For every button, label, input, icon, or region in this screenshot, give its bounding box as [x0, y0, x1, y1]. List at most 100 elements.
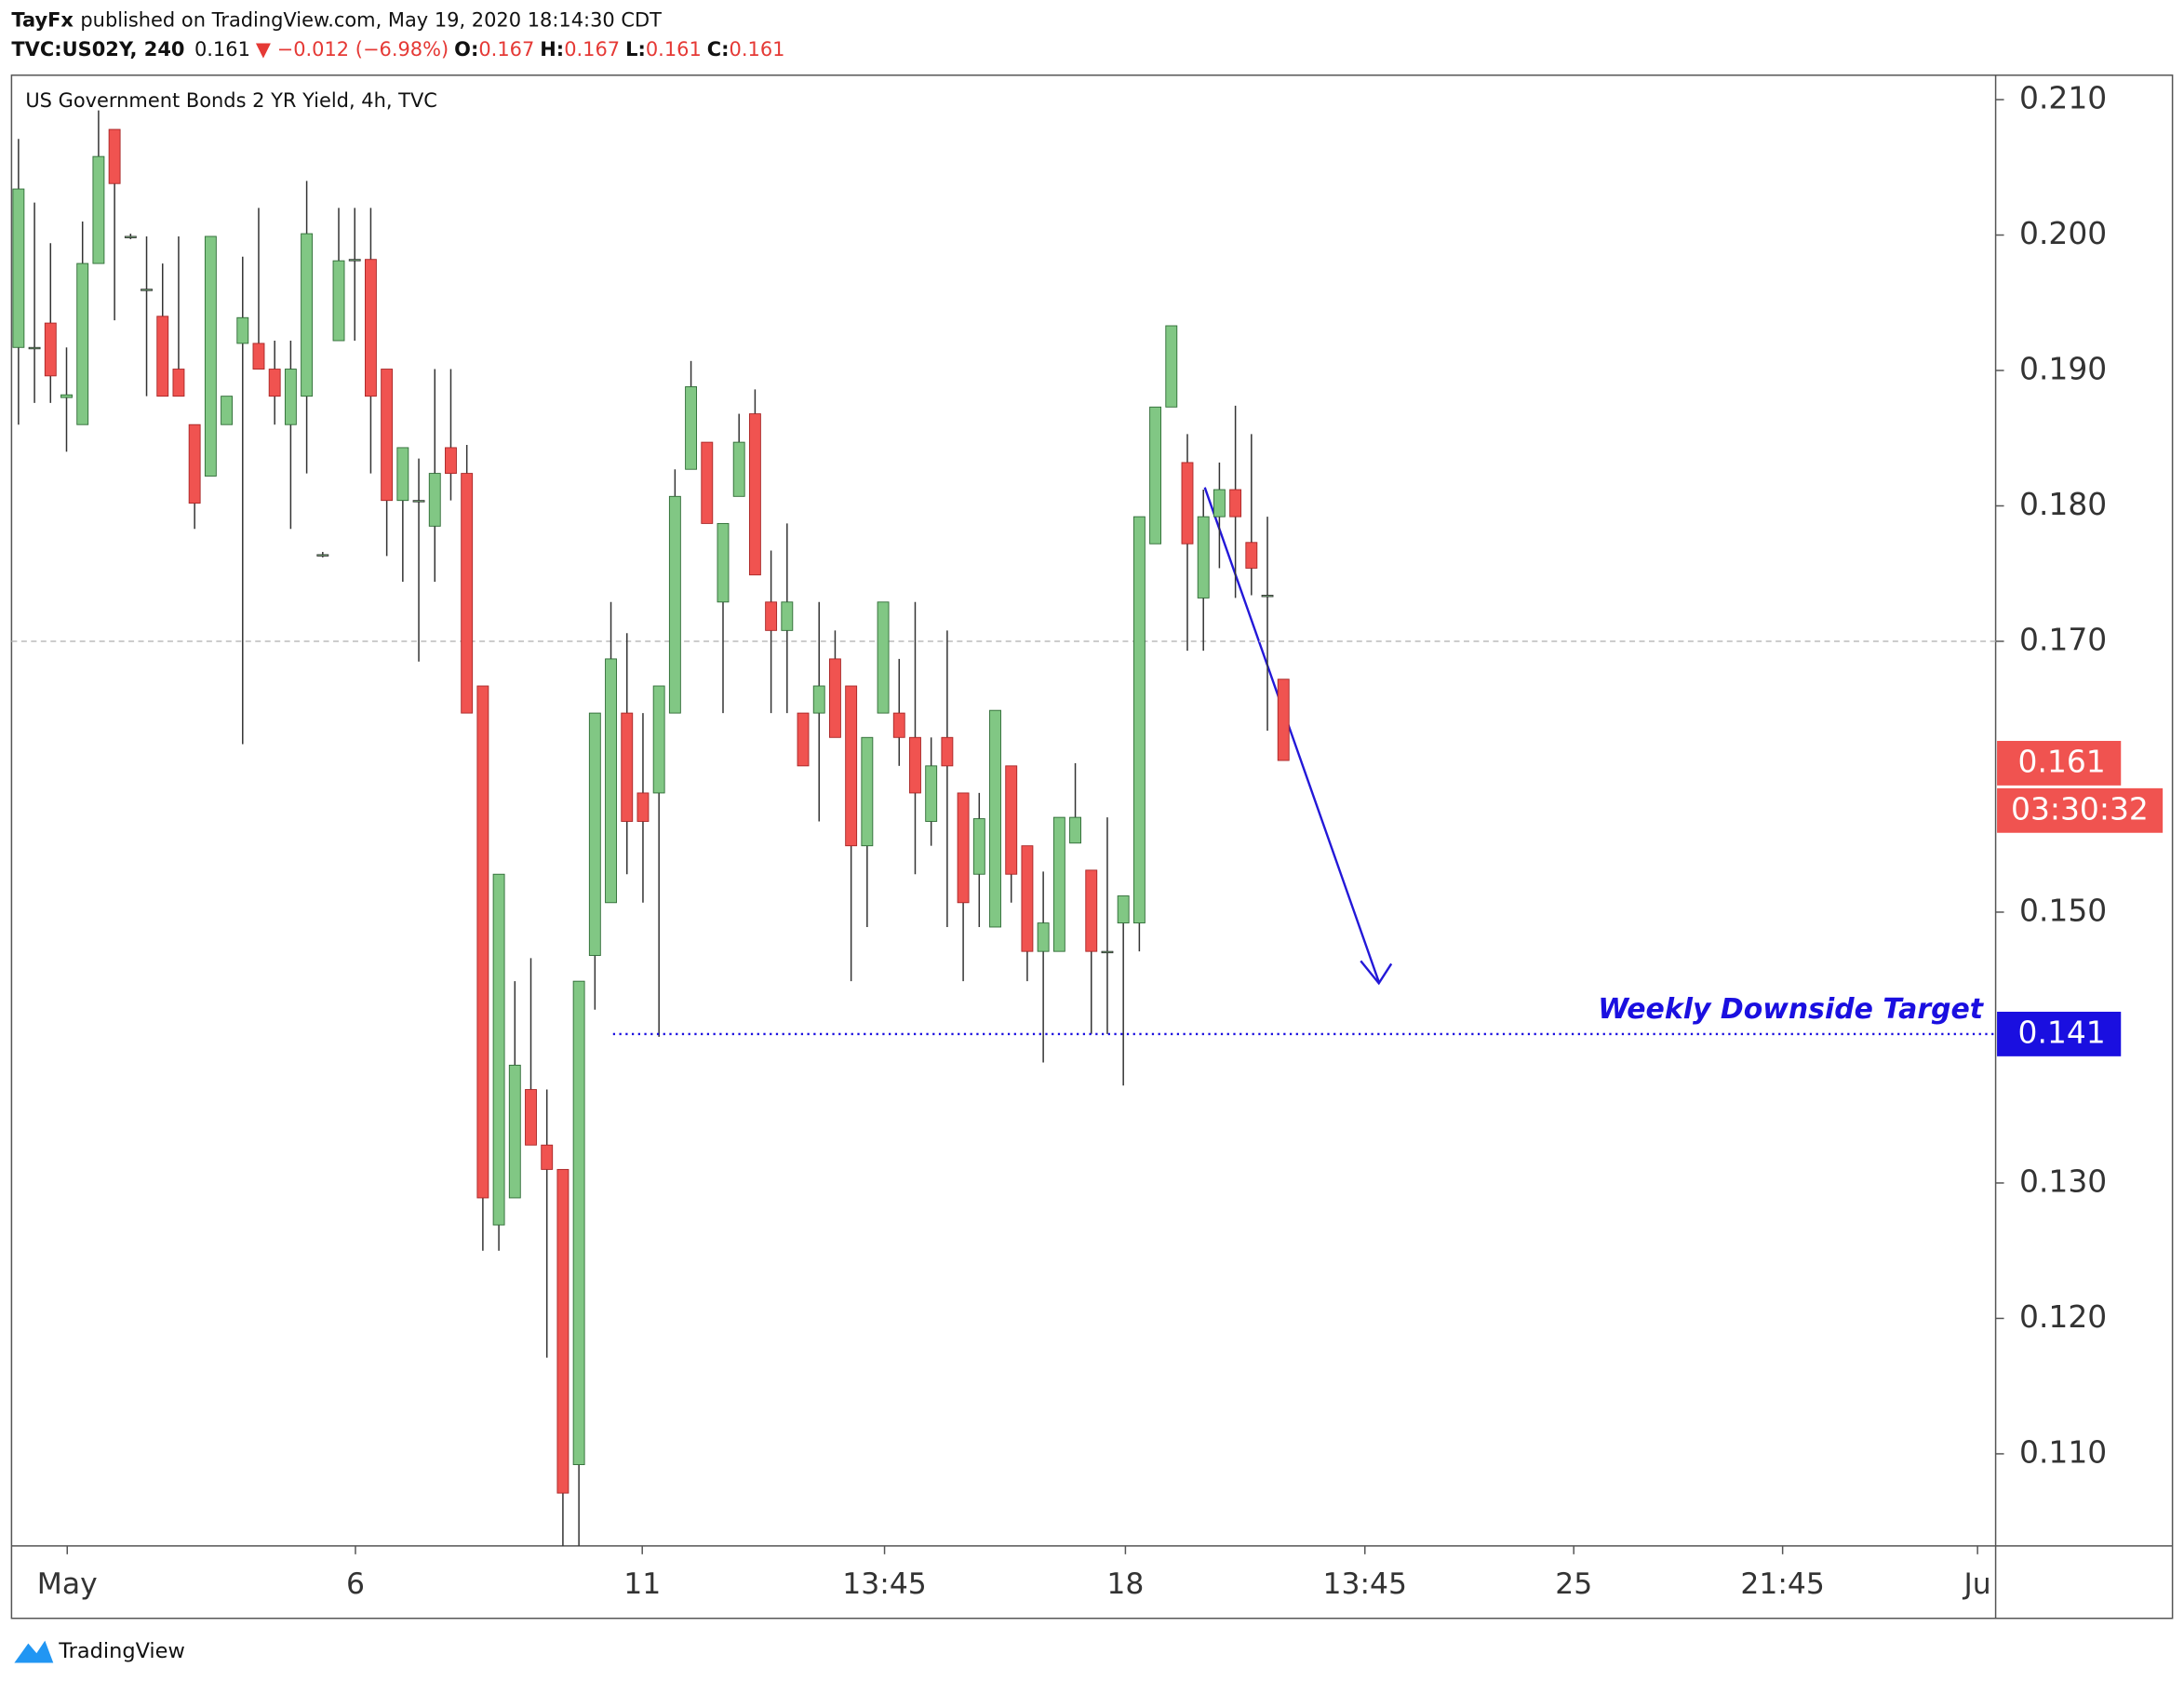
ohlc-key: H: [540, 38, 564, 61]
candle-body [1213, 489, 1226, 518]
candle-body [108, 128, 121, 184]
countdown-label: 03:30:32 [2011, 790, 2149, 827]
candle-body [1245, 542, 1258, 569]
candle-body [525, 1089, 537, 1146]
candle-body [717, 522, 730, 603]
y-tick-label: 0.120 [2019, 1298, 2107, 1335]
candle-body [701, 441, 714, 524]
candle-body [508, 1064, 521, 1199]
candle-body [1052, 816, 1065, 952]
candle-body [748, 413, 761, 576]
candle-body [636, 792, 650, 822]
logo [14, 1640, 54, 1663]
arrow [1203, 487, 1380, 983]
candle-body [621, 712, 634, 822]
candle-body [1149, 406, 1162, 545]
chart-title: US Government Bonds 2 YR Yield, 4h, TVC [25, 89, 437, 112]
candle-body [861, 736, 874, 847]
symbol-line: TVC:US02Y, 240 0.161 ▼ −0.012 (−6.98%) O:0.… [11, 38, 784, 61]
candle-body [957, 792, 970, 904]
candle-body [1101, 950, 1114, 954]
candle-body [1037, 922, 1050, 952]
ohlc-value: 0.167 [564, 38, 620, 61]
candle-body [204, 235, 217, 477]
x-tick-label: 18 [1106, 1567, 1144, 1601]
candle-body [188, 424, 201, 504]
candle-body [381, 369, 394, 502]
target-annotation: Weekly Downside Target [1598, 993, 1985, 1026]
candle-body [364, 259, 377, 397]
candle-body [316, 554, 329, 557]
candle-body [1005, 765, 1018, 875]
candle-body [668, 495, 681, 714]
candle-body [92, 155, 105, 264]
candle-body [652, 685, 665, 794]
last-price-box [1997, 740, 2122, 786]
x-tick-label: 6 [346, 1567, 365, 1601]
candle-body [781, 601, 794, 631]
candle-body [1261, 595, 1274, 598]
candle-body [541, 1144, 554, 1170]
candle-body [1132, 516, 1146, 924]
candle-body [28, 346, 41, 350]
candle-body [941, 736, 954, 767]
symbol: TVC:US02Y, 240 [11, 38, 184, 61]
ohlc-value: 0.161 [730, 38, 785, 61]
ohlc-value: 0.161 [646, 38, 702, 61]
x-tick-label: 21:45 [1740, 1567, 1825, 1601]
candle-body [348, 259, 361, 262]
candle-body [685, 386, 698, 470]
y-tick-label: 0.130 [2019, 1163, 2107, 1199]
x-tick-label: Ju [1963, 1567, 1991, 1601]
ohlc-key: C: [707, 38, 730, 61]
y-tick-label: 0.110 [2019, 1433, 2107, 1470]
x-tick-label: 25 [1555, 1567, 1592, 1601]
candle-body [428, 473, 441, 527]
ohlc-value: 0.167 [478, 38, 534, 61]
candle-body [172, 369, 185, 397]
candle-body [412, 500, 425, 503]
countdown-box [1997, 787, 2164, 833]
target-price-box [1997, 1011, 2122, 1056]
candle-body [1021, 845, 1034, 952]
candle-body [156, 316, 169, 397]
user: TayFx [11, 8, 74, 31]
candle-body [124, 235, 137, 238]
candle-body [1181, 462, 1194, 545]
y-tick-label: 0.200 [2019, 215, 2107, 251]
candle-body [60, 394, 73, 398]
candle-body [12, 188, 25, 348]
candle-body [572, 980, 585, 1466]
x-tick-label: May [37, 1567, 98, 1601]
candle-body [141, 289, 153, 291]
price: 0.161 [194, 38, 250, 61]
candle-body [829, 658, 841, 738]
x-tick-label: 11 [623, 1567, 661, 1601]
candle-body [445, 447, 457, 475]
target-price-label: 0.141 [2018, 1014, 2106, 1050]
candle-body [284, 369, 297, 425]
ohlc-key: L: [625, 38, 646, 61]
change: ▼ −0.012 (−6.98%) [256, 38, 449, 61]
candle-body [588, 712, 601, 956]
candle-body [1165, 325, 1178, 408]
x-tick-label: 13:45 [1323, 1567, 1408, 1601]
y-tick-label: 0.170 [2019, 621, 2107, 657]
y-tick-label: 0.210 [2019, 80, 2107, 116]
candle-body [765, 601, 778, 631]
candle-body [605, 658, 617, 904]
candle-body [892, 712, 905, 738]
candle-body [268, 369, 281, 397]
candle-body [236, 316, 249, 344]
candle-body [476, 685, 489, 1199]
candle-body [396, 447, 409, 502]
y-tick-label: 0.150 [2019, 892, 2107, 928]
candle-body [221, 396, 234, 425]
candle-body [1277, 679, 1290, 761]
footer-brand: TradingView [58, 1639, 185, 1663]
x-tick-label: 13:45 [842, 1567, 927, 1601]
candle-body [301, 233, 314, 397]
candle-body [1197, 516, 1210, 598]
